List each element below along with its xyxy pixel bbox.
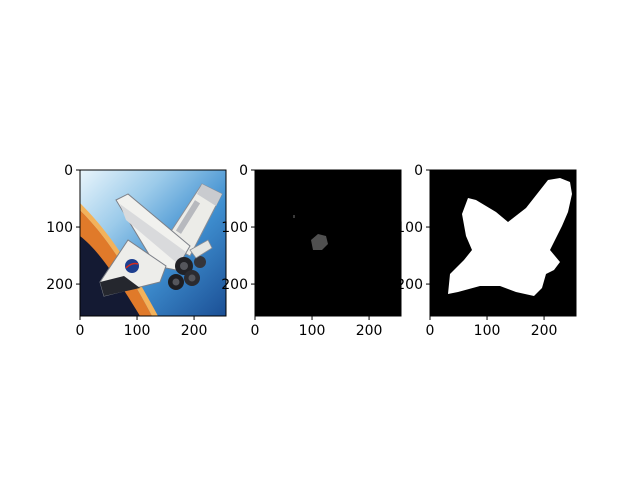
y-tick-label: 200 bbox=[221, 277, 248, 293]
y-tick-label: 200 bbox=[396, 277, 423, 293]
grey-speck bbox=[293, 215, 295, 218]
x-tick-label: 100 bbox=[474, 323, 501, 339]
x-tick-label: 200 bbox=[531, 323, 558, 339]
shuttle-photo bbox=[80, 170, 226, 316]
axis-ticks: 0 100 200 0 100 200 bbox=[221, 163, 382, 339]
y-tick-label: 0 bbox=[64, 163, 73, 179]
axis-ticks: 0 100 200 0 100 200 bbox=[396, 163, 557, 339]
axes-frame bbox=[429, 169, 577, 317]
panel-dark: 0 100 200 0 100 200 bbox=[221, 163, 402, 339]
y-tick-label: 200 bbox=[46, 277, 73, 293]
grey-blob bbox=[311, 234, 328, 250]
axis-ticks: 0 100 200 0 100 200 bbox=[46, 163, 207, 339]
axes-frame bbox=[79, 169, 227, 317]
panel-mask: 0 100 200 0 100 200 bbox=[396, 163, 577, 339]
y-tick-label: 0 bbox=[239, 163, 248, 179]
x-tick-label: 100 bbox=[124, 323, 151, 339]
x-tick-label: 0 bbox=[76, 323, 85, 339]
x-tick-label: 0 bbox=[426, 323, 435, 339]
x-tick-label: 200 bbox=[356, 323, 383, 339]
y-tick-label: 100 bbox=[46, 220, 73, 236]
panel-photo: 0 100 200 0 100 200 bbox=[46, 163, 227, 339]
y-tick-label: 100 bbox=[396, 220, 423, 236]
axes-frame bbox=[254, 169, 402, 317]
dark-image bbox=[255, 170, 401, 316]
x-tick-label: 0 bbox=[251, 323, 260, 339]
y-tick-label: 0 bbox=[414, 163, 423, 179]
mask-silhouette bbox=[448, 178, 572, 296]
y-tick-label: 100 bbox=[221, 220, 248, 236]
x-tick-label: 100 bbox=[299, 323, 326, 339]
x-tick-label: 200 bbox=[181, 323, 208, 339]
